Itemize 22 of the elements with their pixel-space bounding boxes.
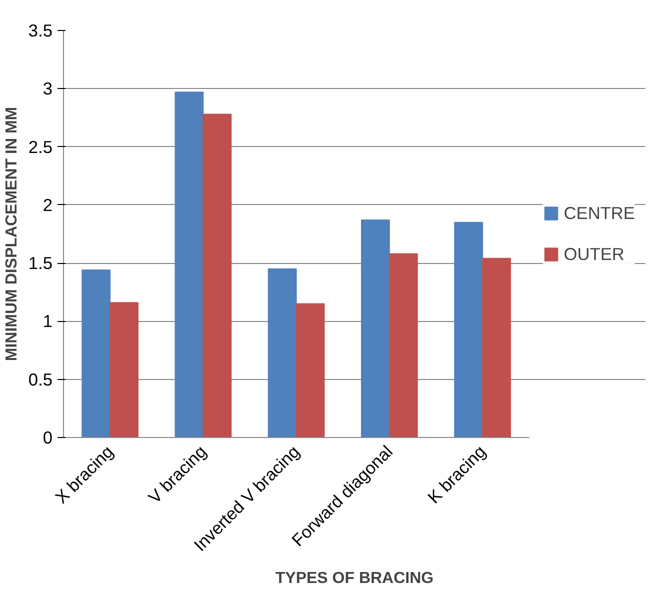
bar: [388, 253, 418, 438]
y-tick-label: 3: [42, 78, 53, 99]
y-tick-label: 0.5: [28, 369, 53, 390]
bar: [110, 302, 138, 438]
bar: [482, 258, 511, 438]
y-tick-label: 2.5: [28, 136, 53, 157]
legend-label: OUTER: [564, 244, 624, 264]
legend-label: CENTRE: [564, 202, 635, 224]
y-tick-label: 0: [42, 428, 53, 448]
bar: [82, 270, 111, 438]
x-axis-title: TYPES OF BRACING: [275, 570, 434, 588]
bar: [268, 268, 297, 438]
bar: [174, 92, 204, 438]
y-tick-label: 2: [42, 194, 53, 215]
y-axis-title: MINIMUM DISPLACEMENT IN MM: [3, 106, 20, 362]
y-tick-label: 1: [42, 311, 53, 332]
bar: [296, 303, 325, 438]
y-tick-label: 1.5: [28, 253, 53, 274]
bar: [360, 220, 390, 438]
bar: [454, 222, 484, 438]
bar: [202, 114, 232, 438]
y-tick-label: 3.5: [28, 20, 53, 40]
